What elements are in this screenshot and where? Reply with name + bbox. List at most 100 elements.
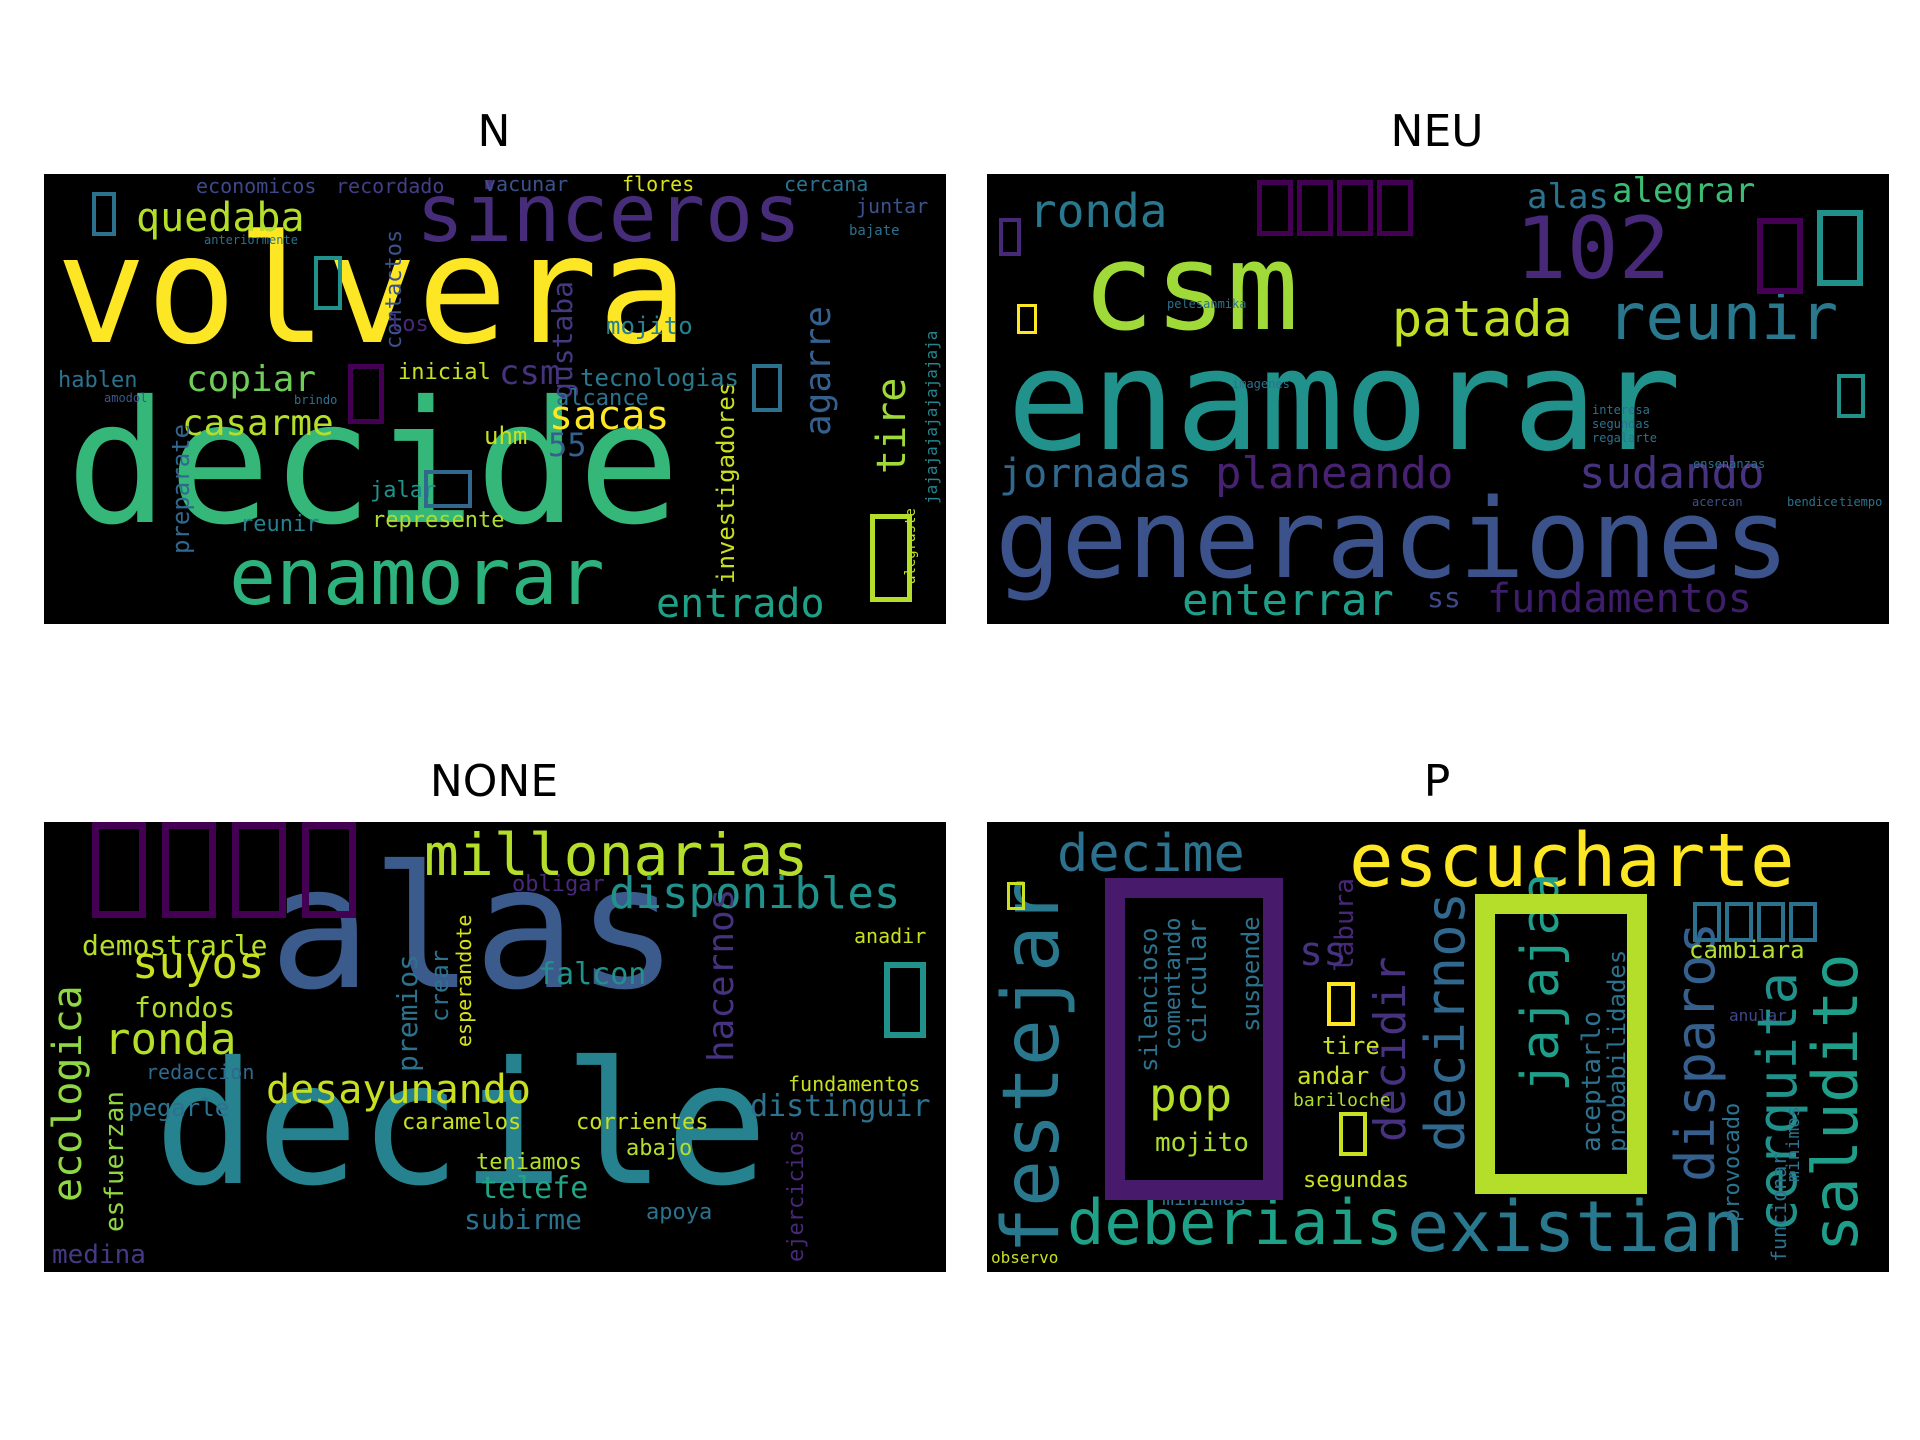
word: reunir <box>1607 281 1839 355</box>
word: distinguir <box>750 1089 931 1124</box>
word: bajate <box>849 223 900 239</box>
word: jajajajajajajajaja <box>922 330 941 504</box>
word: saludito <box>1799 953 1872 1252</box>
word: falcon <box>538 957 647 992</box>
glyph-box <box>1789 902 1817 942</box>
glyph-box <box>752 364 782 412</box>
word: disponibles <box>609 868 901 919</box>
word: decirnos <box>1414 891 1477 1152</box>
word: inicial <box>398 360 491 385</box>
word: sudando <box>1579 448 1765 499</box>
word: demostrarle <box>82 929 268 962</box>
word: imagenes <box>1232 377 1290 391</box>
glyph-box <box>92 822 146 918</box>
glyph-box <box>1105 878 1283 1200</box>
word: juntar <box>856 194 929 218</box>
word: pelesanmika <box>1167 297 1247 311</box>
word: investigadores <box>712 381 740 584</box>
word: enamorar <box>229 533 605 623</box>
word: minimos <box>1783 1106 1804 1182</box>
word: esfuerzan <box>100 1091 130 1232</box>
word: ejercicios <box>784 1129 809 1262</box>
glyph-box <box>1837 374 1865 418</box>
word: obligar <box>512 872 605 897</box>
word: alas <box>269 830 679 1028</box>
wordcloud-p: escucharte decime festejar deberiais exi… <box>987 822 1889 1272</box>
word: crear <box>426 949 454 1022</box>
glyph-box <box>1817 210 1863 286</box>
word: teniamos <box>476 1150 582 1175</box>
word: alegrar <box>1612 174 1756 211</box>
word: cercana <box>784 174 869 196</box>
word: decide <box>66 365 681 563</box>
word: jalar <box>370 478 437 503</box>
word: segundas <box>1592 417 1650 431</box>
glyph-box <box>870 514 912 602</box>
glyph-box <box>1337 180 1373 236</box>
word: premios <box>391 953 424 1072</box>
word: abajo <box>626 1136 693 1161</box>
word: vacunar <box>484 174 569 196</box>
glyph-box <box>424 470 472 508</box>
word: deberiais <box>1067 1186 1403 1259</box>
glyph-box <box>1297 180 1333 236</box>
word: csm <box>499 353 561 393</box>
word: los <box>389 312 429 337</box>
word: regalarte <box>1592 431 1658 445</box>
panel-title-p: P <box>1423 756 1451 807</box>
word: generaciones <box>995 475 1790 603</box>
word: decile <box>154 1026 769 1224</box>
glyph-box <box>1475 894 1647 1194</box>
word: cambiara <box>1689 936 1805 964</box>
glyph-box <box>92 192 116 236</box>
word: bariloche <box>1293 1090 1391 1111</box>
glyph-box <box>162 822 216 918</box>
word: ecologica <box>45 985 91 1202</box>
word: uhm <box>484 422 528 450</box>
word: sacas <box>549 393 670 439</box>
word: ss <box>1299 929 1348 975</box>
word: 55 <box>548 426 587 464</box>
word: bendice <box>1787 495 1838 509</box>
word: casarme <box>182 403 334 444</box>
word: redaccion <box>146 1060 255 1084</box>
word: tire <box>869 377 915 474</box>
word: anteriormente <box>204 233 298 247</box>
glyph-box <box>1757 902 1785 942</box>
word: subirme <box>464 1203 583 1236</box>
wordcloud-none: alas decile millonarias disponibles demo… <box>44 822 946 1272</box>
word: alcance <box>556 386 649 411</box>
word: csm <box>1082 219 1299 358</box>
word: patada <box>1392 290 1573 348</box>
word: escucharte <box>1349 822 1795 904</box>
panel-title-none: NONE <box>429 756 559 807</box>
wordcloud-neu: csm enamorar generaciones ronda 102 pata… <box>987 174 1889 624</box>
word: flores <box>622 174 695 196</box>
word: enamorar <box>1007 320 1682 483</box>
word: alas <box>1527 177 1609 217</box>
word: acercan <box>1692 495 1743 509</box>
wordcloud-n: volvera decide sinceros enamorar quedaba… <box>44 174 946 624</box>
glyph-box <box>1007 882 1025 910</box>
word: copiar <box>186 359 317 400</box>
glyph-box <box>302 822 356 918</box>
word: medina <box>52 1240 146 1270</box>
word: anadir <box>854 924 927 948</box>
word: quedaba <box>136 195 305 241</box>
word: volvera <box>56 204 689 378</box>
word: ronda <box>104 1014 237 1065</box>
word: hablen <box>58 368 138 393</box>
glyph-box <box>999 218 1021 256</box>
word: entrado <box>656 581 825 624</box>
glyph-box <box>1339 1112 1367 1156</box>
panel-title-n: N <box>477 106 511 157</box>
word: tecnologias <box>580 364 739 392</box>
glyph-box <box>314 256 342 310</box>
word: hacernos <box>701 888 742 1062</box>
panel-title-neu: NEU <box>1390 106 1484 157</box>
word: anular <box>1729 1006 1787 1025</box>
word: economicos <box>196 174 317 198</box>
word: observo <box>991 1248 1059 1267</box>
glyph-box <box>1377 180 1413 236</box>
word: jornadas <box>999 451 1192 497</box>
